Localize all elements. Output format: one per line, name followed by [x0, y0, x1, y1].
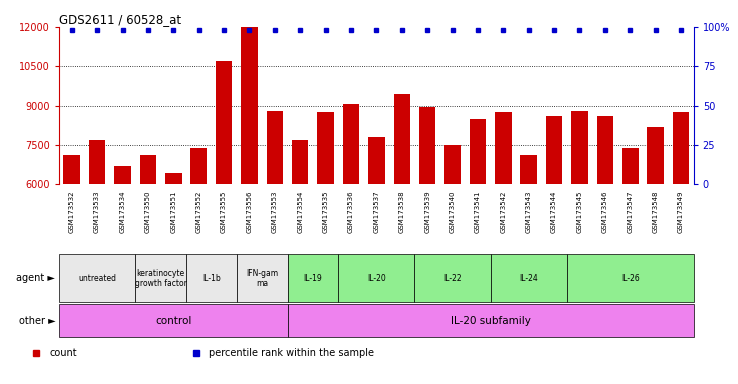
Bar: [139, 156, 156, 184]
Bar: [135, 255, 186, 302]
Bar: [520, 156, 537, 184]
Text: IL-26: IL-26: [621, 274, 640, 283]
Bar: [495, 112, 511, 184]
Text: IL-22: IL-22: [444, 274, 462, 283]
Bar: [114, 166, 131, 184]
Bar: [444, 145, 461, 184]
Bar: [342, 104, 359, 184]
Bar: [241, 27, 258, 184]
Text: agent ►: agent ►: [16, 273, 55, 283]
Bar: [266, 111, 283, 184]
Text: IL-24: IL-24: [520, 274, 538, 283]
Bar: [419, 107, 435, 184]
Bar: [415, 255, 491, 302]
Bar: [567, 255, 694, 302]
Text: percentile rank within the sample: percentile rank within the sample: [209, 348, 373, 358]
Bar: [596, 116, 613, 184]
Text: count: count: [49, 348, 77, 358]
Bar: [368, 137, 384, 184]
Bar: [288, 304, 694, 337]
Bar: [89, 140, 106, 184]
Text: IL-1b: IL-1b: [202, 274, 221, 283]
Bar: [165, 172, 182, 184]
Text: control: control: [155, 316, 191, 326]
Bar: [59, 255, 135, 302]
Bar: [647, 127, 664, 184]
Bar: [622, 147, 638, 184]
Text: IFN-gam
ma: IFN-gam ma: [246, 269, 278, 288]
Text: untreated: untreated: [78, 274, 116, 283]
Bar: [59, 304, 288, 337]
Bar: [237, 255, 288, 302]
Bar: [288, 255, 338, 302]
Text: other ►: other ►: [18, 316, 55, 326]
Bar: [673, 112, 689, 184]
Bar: [393, 94, 410, 184]
Bar: [63, 156, 80, 184]
Text: GDS2611 / 60528_at: GDS2611 / 60528_at: [59, 13, 181, 26]
Bar: [292, 140, 308, 184]
Text: IL-20 subfamily: IL-20 subfamily: [451, 316, 531, 326]
Text: keratinocyte
growth factor: keratinocyte growth factor: [134, 269, 187, 288]
Bar: [571, 111, 587, 184]
Bar: [317, 112, 334, 184]
Bar: [186, 255, 237, 302]
Bar: [338, 255, 415, 302]
Bar: [190, 147, 207, 184]
Text: IL-20: IL-20: [367, 274, 386, 283]
Bar: [215, 61, 232, 184]
Bar: [546, 116, 562, 184]
Text: IL-19: IL-19: [303, 274, 323, 283]
Bar: [469, 119, 486, 184]
Bar: [491, 255, 567, 302]
